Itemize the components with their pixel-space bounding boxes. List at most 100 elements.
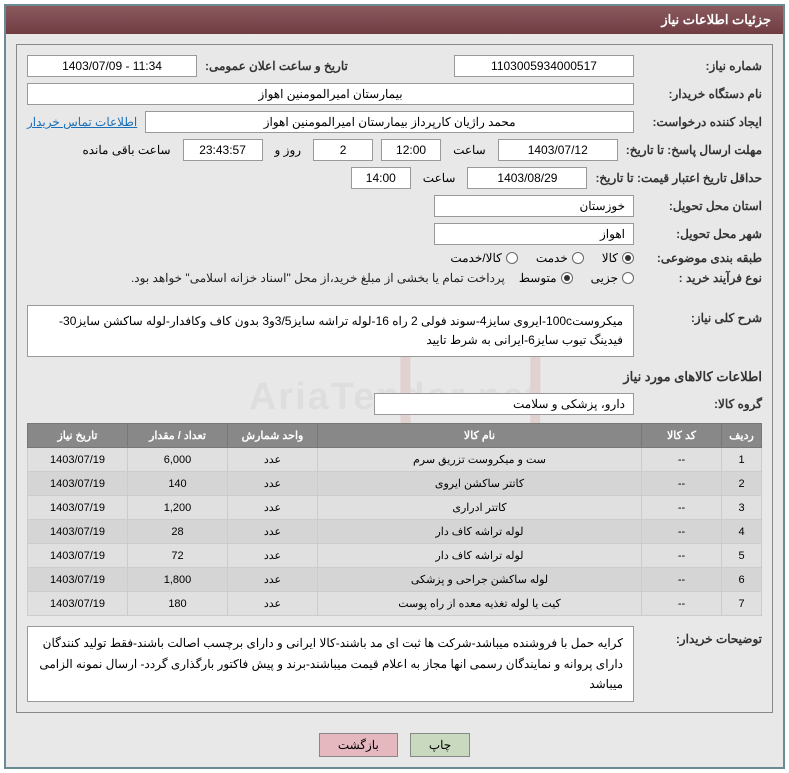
th-code: کد کالا [642,424,722,448]
row-buyer-notes: توضیحات خریدار: کرایه حمل با فروشنده میب… [27,626,762,701]
validity-date: 1403/08/29 [467,167,587,189]
countdown: 23:43:57 [183,139,263,161]
th-row: ردیف [722,424,762,448]
radio-service[interactable]: خدمت [536,251,584,265]
cell-n: 6 [722,568,762,592]
cell-code: -- [642,496,722,520]
city-value: اهواز [434,223,634,245]
table-row: 1--ست و میکروست تزریق سرمعدد6,0001403/07… [28,448,762,472]
cell-code: -- [642,448,722,472]
cell-date: 1403/07/19 [28,496,128,520]
table-row: 7--کیت یا لوله تغذیه معده از راه پوستعدد… [28,592,762,616]
contact-link[interactable]: اطلاعات تماس خریدار [27,115,137,129]
remaining-label: ساعت باقی مانده [82,143,170,157]
deadline-label: مهلت ارسال پاسخ: تا تاریخ: [626,143,762,157]
table-row: 3--کاتتر ادراریعدد1,2001403/07/19 [28,496,762,520]
header-bar: جزئیات اطلاعات نیاز [6,6,783,34]
cell-date: 1403/07/19 [28,448,128,472]
cell-code: -- [642,544,722,568]
cell-qty: 6,000 [128,448,228,472]
cell-n: 7 [722,592,762,616]
requester-label: ایجاد کننده درخواست: [642,115,762,129]
validity-time: 14:00 [351,167,411,189]
th-qty: تعداد / مقدار [128,424,228,448]
cell-name: کاتتر ادراری [318,496,642,520]
cell-date: 1403/07/19 [28,592,128,616]
province-label: استان محل تحویل: [642,199,762,213]
cell-date: 1403/07/19 [28,520,128,544]
page-title: جزئیات اطلاعات نیاز [661,12,771,27]
buyer-notes-label: توضیحات خریدار: [642,632,762,646]
radio-both-label: کالا/خدمت [450,251,501,265]
cell-qty: 28 [128,520,228,544]
radio-circle-icon [561,272,573,284]
requester-value: محمد راژیان کارپرداز بیمارستان امیرالموم… [145,111,634,133]
row-province: استان محل تحویل: خوزستان [27,195,762,217]
cell-name: لوله تراشه کاف دار [318,544,642,568]
radio-goods[interactable]: کالا [602,251,634,265]
cell-qty: 140 [128,472,228,496]
radio-service-label: خدمت [536,251,568,265]
deadline-date: 1403/07/12 [498,139,618,161]
days-value: 2 [313,139,373,161]
row-deadline: مهلت ارسال پاسخ: تا تاریخ: 1403/07/12 سا… [27,139,762,161]
announce-label: تاریخ و ساعت اعلان عمومی: [205,59,348,73]
general-desc-label: شرح کلی نیاز: [642,311,762,325]
radio-medium-label: متوسط [519,271,557,285]
radio-circle-icon [506,252,518,264]
radio-goods-label: کالا [602,251,618,265]
cell-unit: عدد [228,568,318,592]
items-section-title: اطلاعات کالاهای مورد نیاز [27,369,762,385]
content-area: AriaTender.net شماره نیاز: 1103005934000… [6,34,783,723]
cell-code: -- [642,568,722,592]
cell-unit: عدد [228,448,318,472]
print-button[interactable]: چاپ [410,733,470,757]
button-bar: چاپ بازگشت [6,723,783,767]
cell-n: 1 [722,448,762,472]
buyer-org-label: نام دستگاه خریدار: [642,87,762,101]
city-label: شهر محل تحویل: [642,227,762,241]
deadline-time: 12:00 [381,139,441,161]
validity-label: حداقل تاریخ اعتبار قیمت: تا تاریخ: [595,171,762,185]
radio-partial-label: جزیی [591,271,618,285]
cell-qty: 1,800 [128,568,228,592]
purchase-type-radio-group: جزیی متوسط [519,271,634,285]
need-number-label: شماره نیاز: [642,59,762,73]
cell-n: 5 [722,544,762,568]
radio-medium[interactable]: متوسط [519,271,573,285]
row-general-desc: شرح کلی نیاز: میکروست100c-ایروی سایز4-سو… [27,305,762,357]
details-box: شماره نیاز: 1103005934000517 تاریخ و ساع… [16,44,773,713]
buyer-notes-box: کرایه حمل با فروشنده میباشد-شرکت ها ثبت … [27,626,634,701]
cell-code: -- [642,520,722,544]
cell-name: لوله ساکشن جراحی و پزشکی [318,568,642,592]
cell-unit: عدد [228,592,318,616]
goods-group-label: گروه کالا: [642,397,762,411]
back-button[interactable]: بازگشت [319,733,398,757]
items-table: ردیف کد کالا نام کالا واحد شمارش تعداد /… [27,423,762,616]
table-row: 2--کاتتر ساکشن ایرویعدد1401403/07/19 [28,472,762,496]
purchase-note: پرداخت تمام یا بخشی از مبلغ خرید،از محل … [131,271,505,285]
radio-partial[interactable]: جزیی [591,271,634,285]
radio-both[interactable]: کالا/خدمت [450,251,517,265]
cell-qty: 72 [128,544,228,568]
row-city: شهر محل تحویل: اهواز [27,223,762,245]
cell-n: 2 [722,472,762,496]
cell-name: کیت یا لوله تغذیه معده از راه پوست [318,592,642,616]
need-number-value: 1103005934000517 [454,55,634,77]
purchase-type-label: نوع فرآیند خرید : [642,271,762,285]
cell-date: 1403/07/19 [28,472,128,496]
row-validity: حداقل تاریخ اعتبار قیمت: تا تاریخ: 1403/… [27,167,762,189]
cell-name: کاتتر ساکشن ایروی [318,472,642,496]
table-header-row: ردیف کد کالا نام کالا واحد شمارش تعداد /… [28,424,762,448]
cell-name: ست و میکروست تزریق سرم [318,448,642,472]
cell-qty: 180 [128,592,228,616]
cell-unit: عدد [228,544,318,568]
table-row: 6--لوله ساکشن جراحی و پزشکیعدد1,8001403/… [28,568,762,592]
goods-group-value: دارو، پزشکی و سلامت [374,393,634,415]
radio-circle-icon [622,272,634,284]
row-category: طبقه بندی موضوعی: کالا خدمت کالا/خدمت [27,251,762,265]
cell-unit: عدد [228,472,318,496]
main-container: جزئیات اطلاعات نیاز AriaTender.net شماره… [4,4,785,769]
cell-qty: 1,200 [128,496,228,520]
th-date: تاریخ نیاز [28,424,128,448]
